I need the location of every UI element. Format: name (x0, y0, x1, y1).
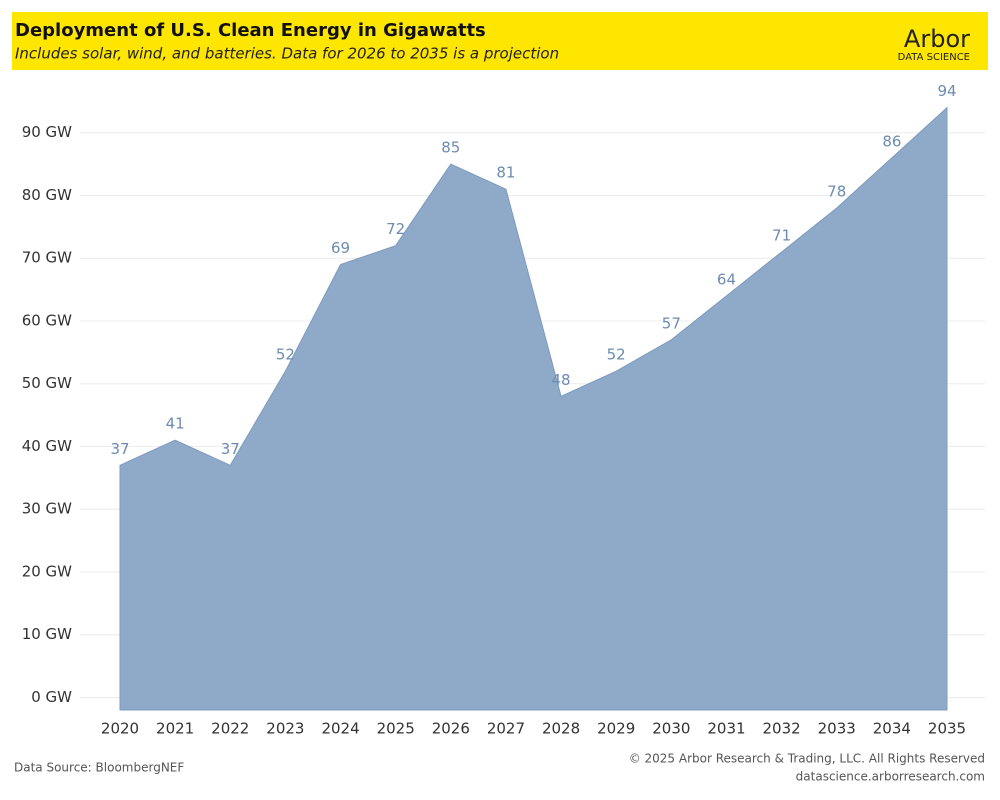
logo: Arbor (904, 25, 970, 53)
y-tick-label: 50 GW (22, 374, 72, 392)
value-label: 78 (827, 183, 846, 201)
value-label: 37 (110, 440, 129, 458)
x-tick-label: 2028 (542, 720, 580, 738)
area (119, 106, 948, 711)
value-label: 37 (221, 440, 240, 458)
value-label: 72 (386, 220, 405, 238)
value-label: 41 (166, 415, 185, 433)
value-label: 57 (662, 314, 681, 332)
value-label: 69 (331, 239, 350, 257)
value-label: 64 (717, 270, 736, 288)
value-label: 48 (552, 371, 571, 389)
y-tick-label: 40 GW (22, 437, 72, 455)
x-tick-label: 2029 (597, 720, 635, 738)
x-tick-label: 2021 (156, 720, 194, 738)
value-label: 52 (607, 346, 626, 364)
y-tick-label: 70 GW (22, 249, 72, 267)
value-label: 86 (882, 132, 901, 150)
x-tick-label: 2034 (873, 720, 911, 738)
y-tick-label: 20 GW (22, 562, 72, 580)
x-tick-label: 2030 (652, 720, 690, 738)
y-tick-label: 60 GW (22, 311, 72, 329)
chart-title: Deployment of U.S. Clean Energy in Gigaw… (15, 20, 486, 41)
source: Data Source: BloombergNEF (14, 761, 184, 775)
value-label: 94 (937, 82, 956, 100)
x-tick-label: 2035 (928, 720, 966, 738)
y-tick-label: 0 GW (31, 688, 72, 706)
value-label: 85 (441, 139, 460, 157)
x-tick-label: 2033 (818, 720, 856, 738)
x-tick-label: 2020 (101, 720, 139, 738)
y-tick-label: 30 GW (22, 500, 72, 518)
value-label: 52 (276, 346, 295, 364)
copyright: © 2025 Arbor Research & Trading, LLC. Al… (629, 752, 985, 766)
x-tick-label: 2031 (707, 720, 745, 738)
y-tick-label: 90 GW (22, 123, 72, 141)
logo-subtext: DATA SCIENCE (898, 52, 970, 63)
chart-subtitle: Includes solar, wind, and batteries. Dat… (15, 45, 559, 63)
header-band (12, 12, 988, 70)
x-tick-label: 2026 (432, 720, 470, 738)
x-tick-label: 2027 (487, 720, 525, 738)
x-tick-label: 2025 (377, 720, 415, 738)
website: datascience.arborresearch.com (796, 770, 985, 784)
value-label: 71 (772, 226, 791, 244)
x-tick-label: 2032 (763, 720, 801, 738)
y-tick-label: 80 GW (22, 186, 72, 204)
y-tick-label: 10 GW (22, 625, 72, 643)
x-tick-label: 2022 (211, 720, 249, 738)
x-tick-label: 2024 (321, 720, 359, 738)
value-label: 81 (496, 164, 515, 182)
x-tick-label: 2023 (266, 720, 304, 738)
